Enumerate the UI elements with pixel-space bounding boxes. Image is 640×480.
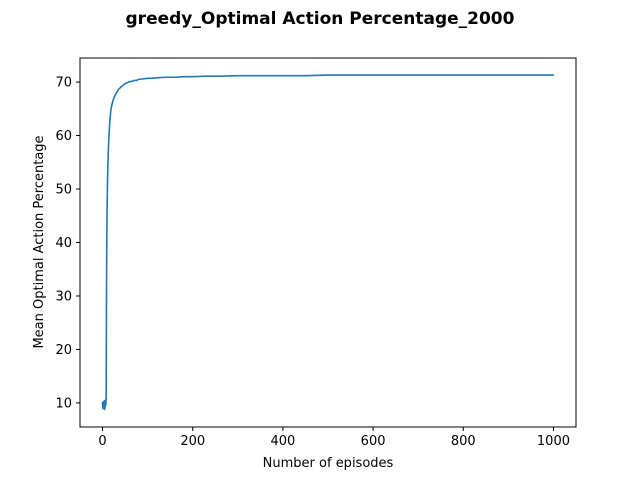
chart-title: greedy_Optimal Action Percentage_2000 <box>126 9 515 29</box>
x-tick-label: 1000 <box>537 434 570 449</box>
x-tick-label: 200 <box>180 434 205 449</box>
x-axis-ticks: 0 200 400 600 800 1000 <box>98 427 570 449</box>
y-tick-label: 10 <box>55 396 72 411</box>
y-tick-label: 20 <box>55 343 72 358</box>
y-axis-label: Mean Optimal Action Percentage <box>32 135 47 348</box>
y-tick-label: 30 <box>55 289 72 304</box>
axes-frame <box>79 57 577 428</box>
y-tick-label: 70 <box>55 76 72 91</box>
x-tick-label: 0 <box>98 434 106 449</box>
plot-area <box>101 74 555 411</box>
y-axis-ticks: 10 20 30 40 50 60 70 <box>55 76 80 411</box>
y-tick-label: 50 <box>55 183 72 198</box>
y-tick-label: 40 <box>55 236 72 251</box>
x-tick-label: 600 <box>361 434 386 449</box>
x-axis-label: Number of episodes <box>263 456 394 471</box>
y-tick-label: 60 <box>55 129 72 144</box>
x-tick-label: 400 <box>270 434 295 449</box>
series-line <box>101 74 555 411</box>
x-tick-label: 800 <box>451 434 476 449</box>
